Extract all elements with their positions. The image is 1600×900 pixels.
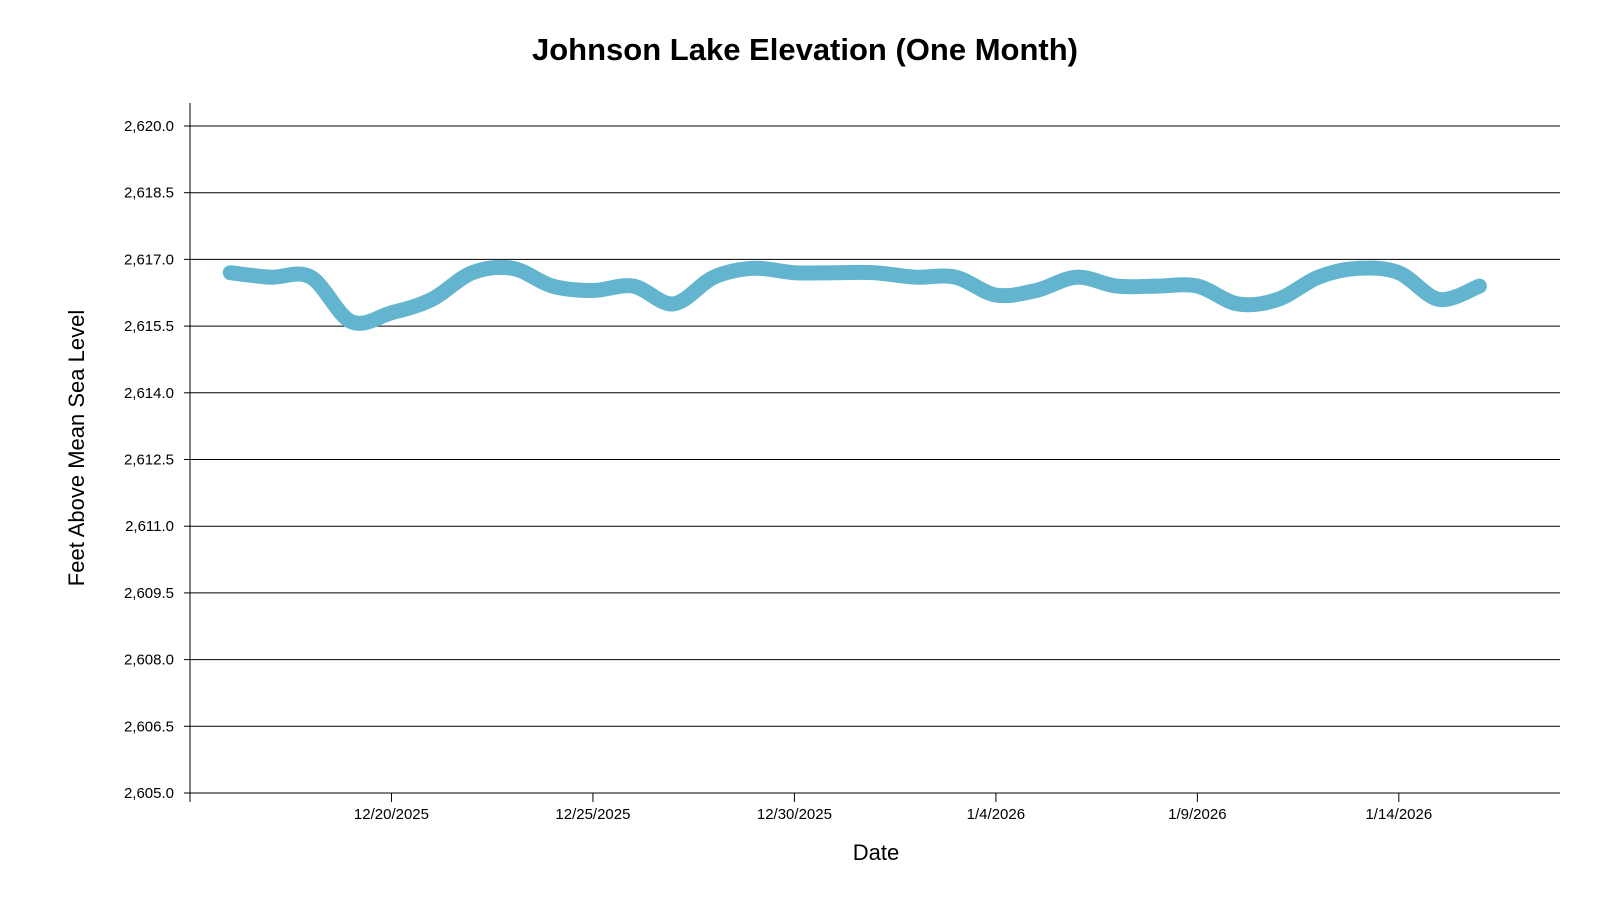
y-axis-label: Feet Above Mean Sea Level bbox=[64, 310, 89, 586]
y-tick-label: 2,611.0 bbox=[125, 518, 174, 535]
y-tick-label: 2,609.5 bbox=[124, 585, 174, 602]
y-tick-label: 2,620.0 bbox=[124, 118, 174, 135]
y-tick-label: 2,612.5 bbox=[124, 452, 174, 469]
y-tick-label: 2,617.0 bbox=[124, 251, 174, 268]
x-tick-label: 1/14/2026 bbox=[1365, 806, 1432, 823]
x-tick-label: 1/9/2026 bbox=[1168, 806, 1226, 823]
y-tick-label: 2,608.0 bbox=[124, 652, 174, 669]
y-tick-label: 2,605.0 bbox=[124, 785, 174, 802]
x-tick-label: 1/4/2026 bbox=[967, 806, 1025, 823]
series-line bbox=[222, 259, 1487, 331]
x-tick-label: 12/20/2025 bbox=[354, 806, 429, 823]
grid-lines bbox=[190, 125, 1560, 727]
x-tick-labels: 12/20/2025 12/25/2025 12/30/2025 1/4/2026 1/… bbox=[189, 793, 1432, 823]
x-tick-label: 12/25/2025 bbox=[555, 806, 630, 823]
y-tick-label: 2,614.0 bbox=[124, 385, 174, 402]
y-tick-label: 2,615.5 bbox=[124, 318, 174, 335]
x-axis-label: Date bbox=[853, 840, 899, 865]
x-tick-label: 12/30/2025 bbox=[757, 806, 832, 823]
y-tick-labels: 2,605.0 2,606.5 2,608.0 2,609.5 2,611.0 2,612… bbox=[124, 118, 190, 802]
chart-title: Johnson Lake Elevation (One Month) bbox=[532, 32, 1078, 67]
y-tick-label: 2,606.5 bbox=[124, 718, 174, 735]
y-tick-label: 2,618.5 bbox=[124, 185, 174, 202]
